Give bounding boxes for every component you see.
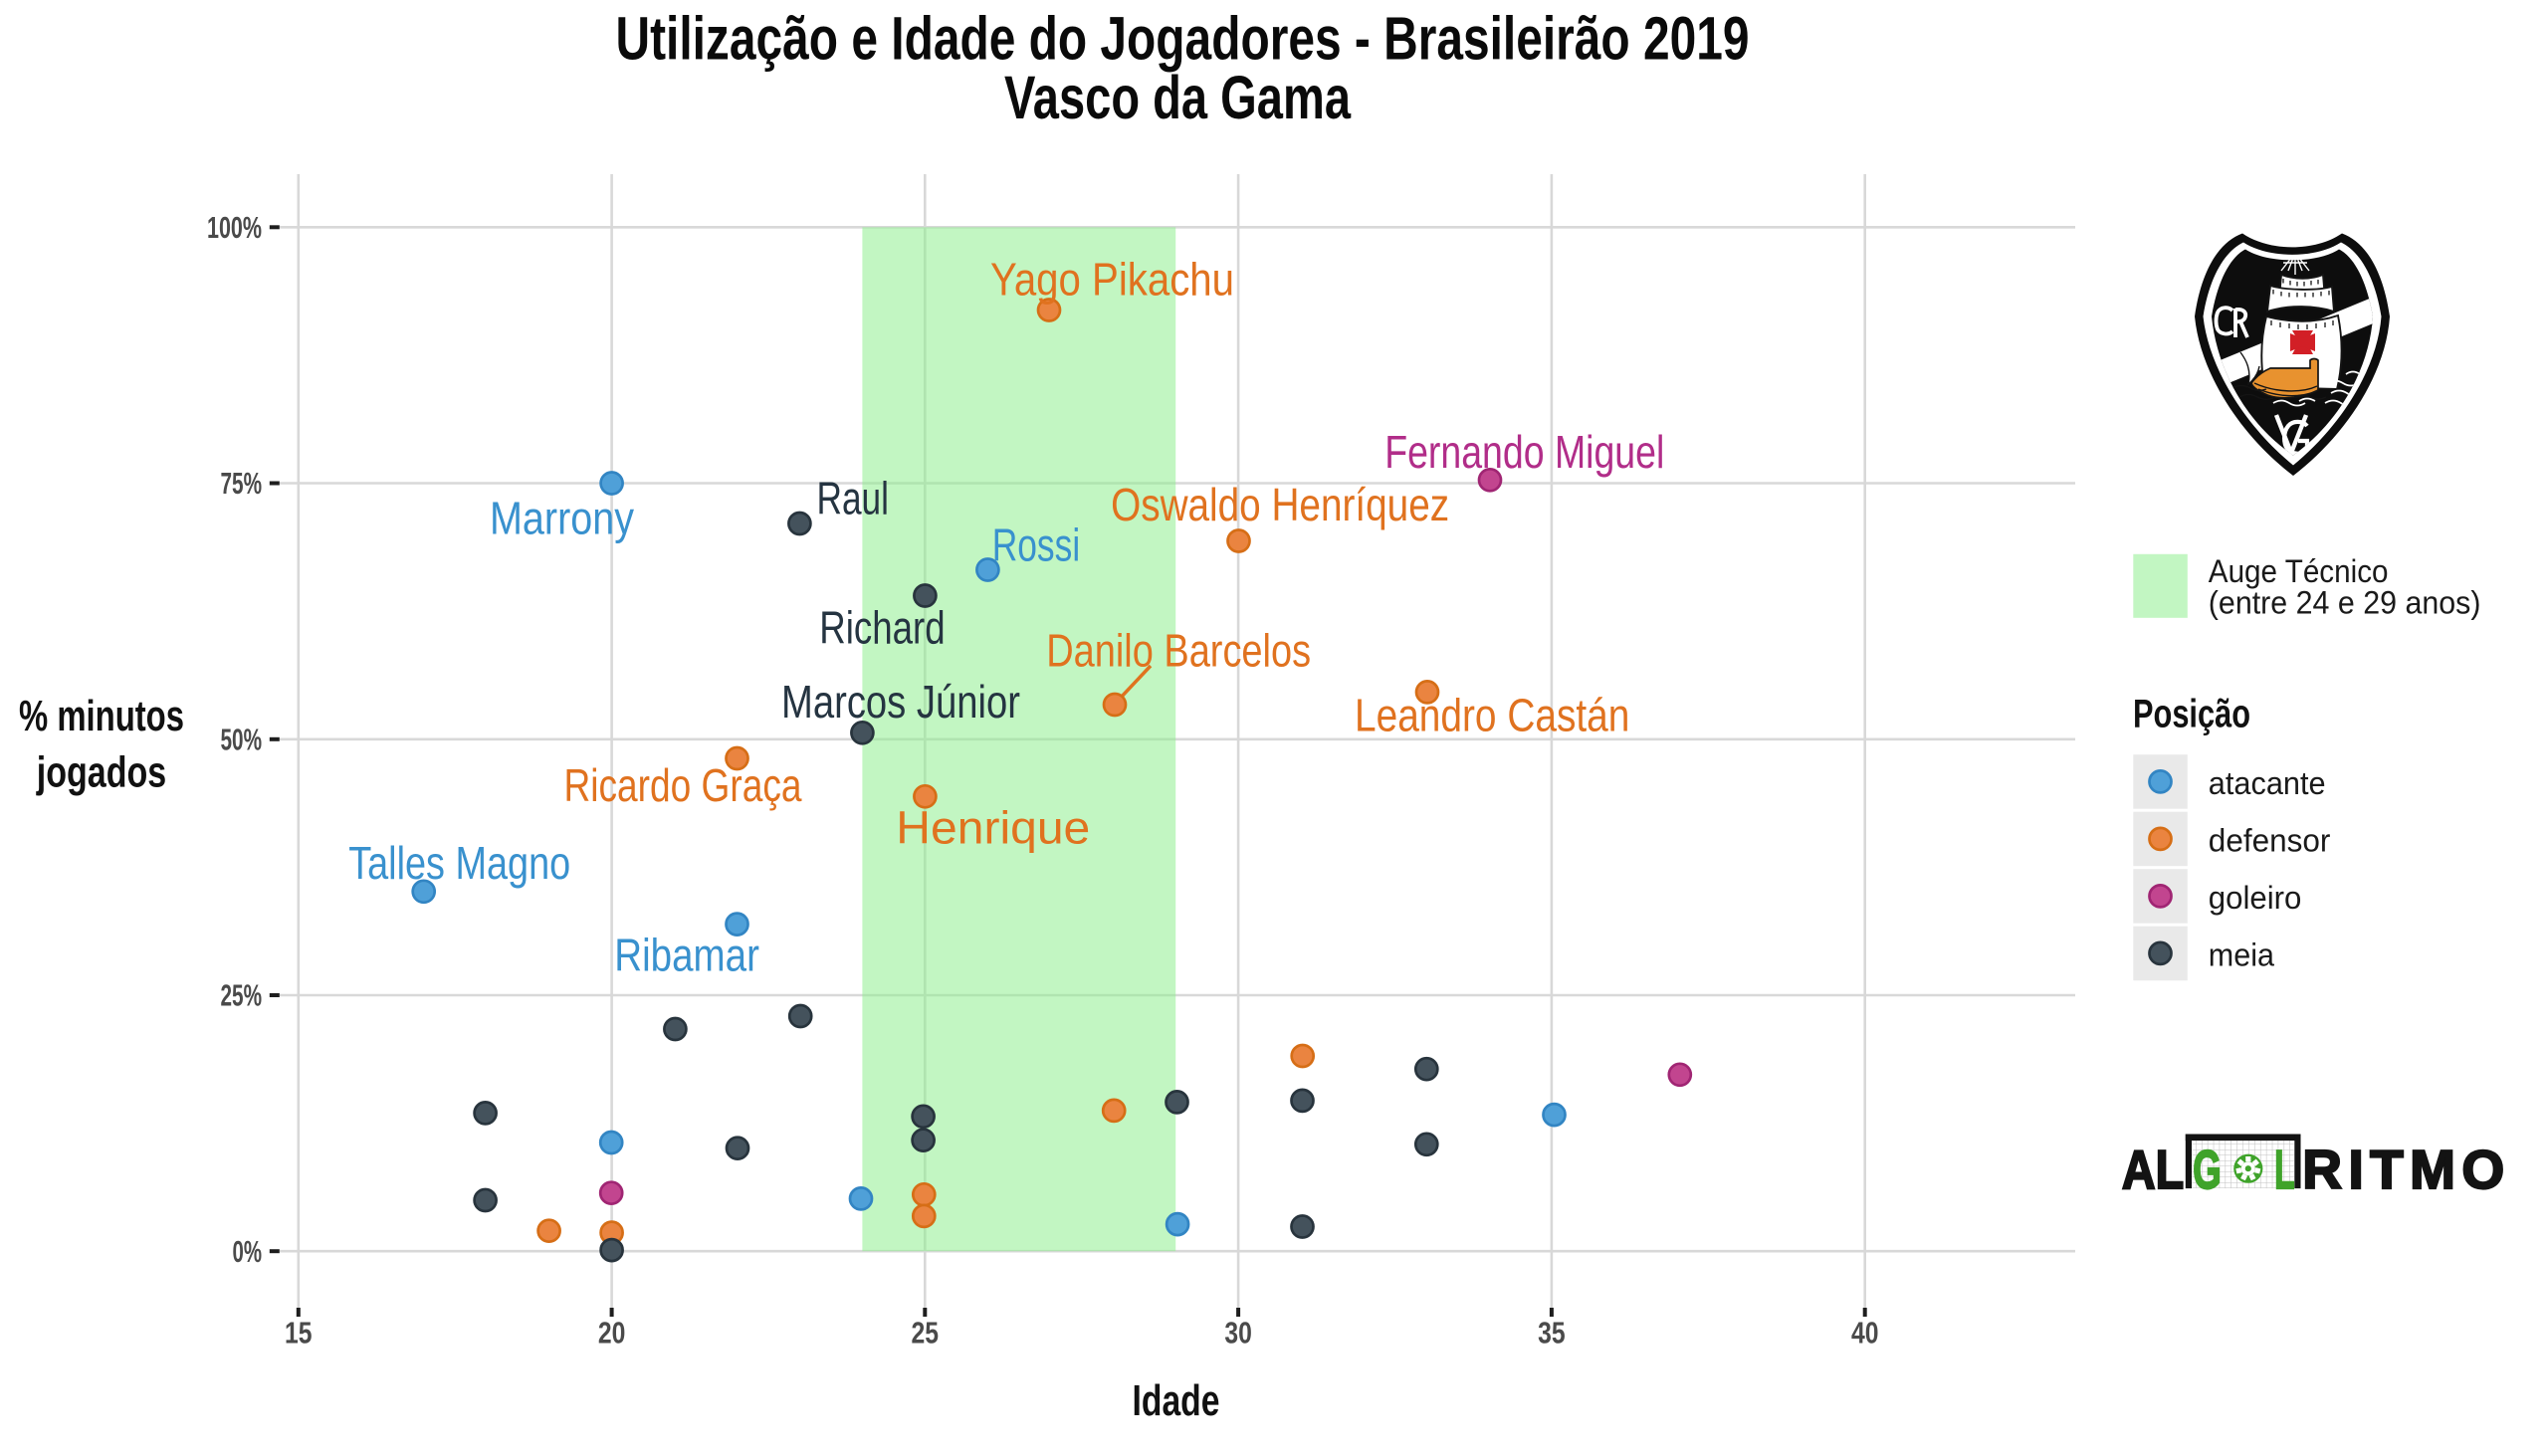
svg-text:Talles Magno: Talles Magno [348,837,570,889]
svg-text:0%: 0% [233,1234,263,1269]
svg-text:75%: 75% [221,466,263,501]
svg-text:Utilização e Idade do Jogadore: Utilização e Idade do Jogadores - Brasil… [616,5,1750,73]
svg-text:40: 40 [1851,1316,1879,1351]
svg-text:meia: meia [2209,937,2274,973]
svg-text:30: 30 [1224,1316,1252,1351]
svg-text:L: L [2274,1139,2294,1200]
svg-text:atacante: atacante [2209,765,2326,801]
svg-text:Ricardo Graça: Ricardo Graça [564,759,802,811]
svg-text:Ribamar: Ribamar [614,929,759,980]
svg-text:Oswaldo Henríquez: Oswaldo Henríquez [1111,479,1449,530]
svg-text:Fernando Miguel: Fernando Miguel [1384,426,1664,478]
svg-text:100%: 100% [207,210,262,245]
svg-text:AL: AL [2122,1139,2184,1200]
svg-text:Danilo Barcelos: Danilo Barcelos [1046,625,1311,677]
svg-text:Idade: Idade [1133,1376,1220,1425]
svg-text:RITMO: RITMO [2302,1139,2504,1200]
svg-text:Richard: Richard [819,602,945,654]
svg-text:Yago Pikachu: Yago Pikachu [990,254,1234,306]
svg-text:50%: 50% [221,722,263,756]
svg-text:35: 35 [1538,1316,1566,1351]
svg-text:defensor: defensor [2209,823,2331,859]
svg-text:Henrique: Henrique [896,802,1090,854]
svg-text:20: 20 [598,1316,626,1351]
svg-text:Posição: Posição [2133,692,2250,735]
svg-text:Vasco da Gama: Vasco da Gama [1004,64,1352,131]
svg-text:25%: 25% [221,978,263,1013]
svg-text:25: 25 [912,1316,940,1351]
svg-text:Marcos Júnior: Marcos Júnior [781,676,1020,728]
svg-text:Raul: Raul [817,473,890,524]
svg-text:goleiro: goleiro [2209,880,2302,916]
svg-text:% minutos: % minutos [19,692,184,740]
svg-text:Marrony: Marrony [490,493,634,544]
svg-text:G: G [2193,1139,2221,1200]
svg-text:Leandro Castán: Leandro Castán [1355,690,1629,741]
svg-text:jogados: jogados [36,748,166,797]
svg-text:Auge Técnico: Auge Técnico [2209,553,2389,589]
svg-text:15: 15 [285,1316,313,1351]
svg-text:Rossi: Rossi [992,520,1080,571]
svg-text:(entre 24 e 29 anos): (entre 24 e 29 anos) [2209,585,2481,621]
